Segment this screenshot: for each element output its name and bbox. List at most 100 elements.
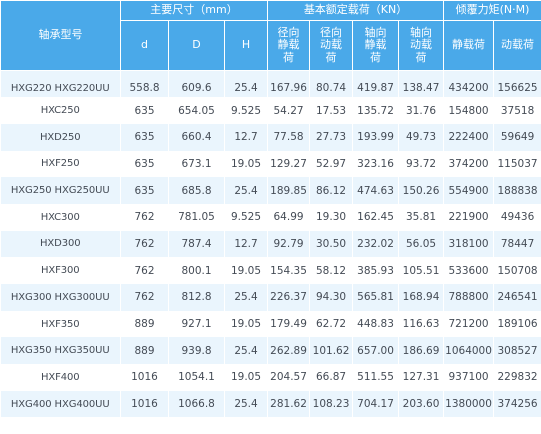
cell-radial-static: 129.27 <box>267 150 311 178</box>
cell-model: HXD300 <box>0 230 121 258</box>
cell-axial-dynamic: 127.31 <box>398 364 445 391</box>
cell-moment-static: 222400 <box>443 123 495 151</box>
cell-model: HXG250 HXG250UU <box>0 177 121 204</box>
cell-moment-dynamic: 246541 <box>493 284 541 311</box>
cell-radial-dynamic: 108.23 <box>309 390 354 418</box>
cell-moment-static: 554900 <box>443 177 495 204</box>
cell-axial-static: 474.63 <box>352 177 400 204</box>
cell-moment-dynamic: 37518 <box>493 97 541 124</box>
cell-radial-dynamic: 30.50 <box>309 230 354 258</box>
cell-axial-static: 323.16 <box>352 150 400 178</box>
cell-outer-d: 660.4 <box>168 123 225 151</box>
cell-axial-static: 193.99 <box>352 123 400 151</box>
cell-axial-static: 162.45 <box>352 203 400 231</box>
cell-axial-static: 704.17 <box>352 390 400 418</box>
cell-d: 635 <box>120 123 169 151</box>
cell-moment-dynamic: 78447 <box>493 230 541 258</box>
cell-h: 25.4 <box>224 390 269 418</box>
cell-radial-dynamic: 62.72 <box>309 310 354 338</box>
cell-moment-static: 533600 <box>443 257 495 284</box>
cell-moment-static: 374200 <box>443 150 495 178</box>
cell-axial-dynamic: 203.60 <box>398 390 445 418</box>
cell-axial-static: 657.00 <box>352 337 400 365</box>
cell-radial-dynamic: 19.30 <box>309 203 354 231</box>
cell-h: 25.4 <box>224 177 269 204</box>
header-radial-dynamic: 径向 动载荷 <box>309 20 354 71</box>
cell-outer-d: 673.1 <box>168 150 225 178</box>
header-moment: 倾覆力矩(N·M) <box>443 0 541 21</box>
cell-axial-static: 385.93 <box>352 257 400 284</box>
cell-axial-static: 565.81 <box>352 284 400 311</box>
cell-d: 558.8 <box>120 70 169 98</box>
header-radial-static: 径向 静载荷 <box>267 20 311 71</box>
cell-outer-d: 800.1 <box>168 257 225 284</box>
table-row: HXD300 762 787.4 12.7 92.79 30.50 232.02 56.05 3… <box>0 230 541 258</box>
table-row: HXF400 1016 1054.1 19.05 204.57 66.87 511.55 12… <box>0 364 541 391</box>
cell-axial-static: 135.72 <box>352 97 400 124</box>
cell-radial-static: 167.96 <box>267 70 311 98</box>
cell-model: HXG220 HXG220UU <box>0 70 121 98</box>
cell-model: HXG350 HXG350UU <box>0 337 121 365</box>
table-row: HXF250 635 673.1 19.05 129.27 52.97 323.16 93.7… <box>0 150 541 178</box>
cell-radial-dynamic: 52.97 <box>309 150 354 178</box>
cell-axial-dynamic: 116.63 <box>398 310 445 338</box>
table-row: HXC300 762 781.05 9.525 64.99 19.30 162.45 35.8… <box>0 203 541 231</box>
header-d: d <box>120 20 169 71</box>
cell-d: 889 <box>120 310 169 338</box>
header-outer-d: D <box>168 20 225 71</box>
cell-moment-dynamic: 308527 <box>493 337 541 365</box>
header-axial-static: 轴向 静载荷 <box>352 20 400 71</box>
cell-radial-static: 77.58 <box>267 123 311 151</box>
table-row: HXG250 HXG250UU 635 685.8 25.4 189.85 86.12 47… <box>0 177 541 204</box>
cell-axial-static: 232.02 <box>352 230 400 258</box>
cell-axial-dynamic: 105.51 <box>398 257 445 284</box>
cell-d: 635 <box>120 150 169 178</box>
cell-h: 19.05 <box>224 364 269 391</box>
cell-moment-static: 318100 <box>443 230 495 258</box>
cell-model: HXF250 <box>0 150 121 178</box>
cell-radial-static: 204.57 <box>267 364 311 391</box>
cell-radial-static: 179.49 <box>267 310 311 338</box>
cell-d: 762 <box>120 257 169 284</box>
cell-radial-dynamic: 80.74 <box>309 70 354 98</box>
table-row: HXG400 HXG400UU 1016 1066.8 25.4 281.62 108.2… <box>0 390 541 418</box>
cell-outer-d: 812.8 <box>168 284 225 311</box>
cell-moment-static: 434200 <box>443 70 495 98</box>
table-row: HXD250 635 660.4 12.7 77.58 27.73 193.99 49.73 2… <box>0 123 541 151</box>
header-moment-static: 静载荷 <box>443 20 495 71</box>
cell-moment-dynamic: 188838 <box>493 177 541 204</box>
cell-moment-dynamic: 115037 <box>493 150 541 178</box>
cell-moment-dynamic: 150708 <box>493 257 541 284</box>
cell-h: 25.4 <box>224 337 269 365</box>
cell-moment-static: 1064000 <box>443 337 495 365</box>
cell-outer-d: 654.05 <box>168 97 225 124</box>
cell-radial-static: 226.37 <box>267 284 311 311</box>
cell-h: 12.7 <box>224 230 269 258</box>
table-row: HXF300 762 800.1 19.05 154.35 58.12 385.93 105.… <box>0 257 541 284</box>
cell-moment-dynamic: 156625 <box>493 70 541 98</box>
cell-moment-dynamic: 229832 <box>493 364 541 391</box>
cell-h: 9.525 <box>224 203 269 231</box>
cell-moment-static: 937100 <box>443 364 495 391</box>
cell-d: 762 <box>120 284 169 311</box>
cell-moment-dynamic: 189106 <box>493 310 541 338</box>
cell-moment-dynamic: 374256 <box>493 390 541 418</box>
cell-moment-static: 1380000 <box>443 390 495 418</box>
cell-axial-dynamic: 56.05 <box>398 230 445 258</box>
table-row: HXG300 HXG300UU 762 812.8 25.4 226.37 94.30 56… <box>0 284 541 311</box>
cell-radial-static: 64.99 <box>267 203 311 231</box>
table-row: HXF350 889 927.1 19.05 179.49 62.72 448.83 116.… <box>0 310 541 338</box>
cell-moment-dynamic: 59649 <box>493 123 541 151</box>
cell-model: HXF400 <box>0 364 121 391</box>
cell-h: 12.7 <box>224 123 269 151</box>
cell-outer-d: 927.1 <box>168 310 225 338</box>
cell-h: 25.4 <box>224 70 269 98</box>
cell-radial-dynamic: 66.87 <box>309 364 354 391</box>
cell-radial-dynamic: 58.12 <box>309 257 354 284</box>
cell-moment-static: 721200 <box>443 310 495 338</box>
header-moment-dynamic: 动载荷 <box>493 20 541 71</box>
header-load: 基本额定载荷（KN） <box>267 0 445 21</box>
cell-outer-d: 685.8 <box>168 177 225 204</box>
cell-radial-static: 154.35 <box>267 257 311 284</box>
cell-radial-dynamic: 17.53 <box>309 97 354 124</box>
